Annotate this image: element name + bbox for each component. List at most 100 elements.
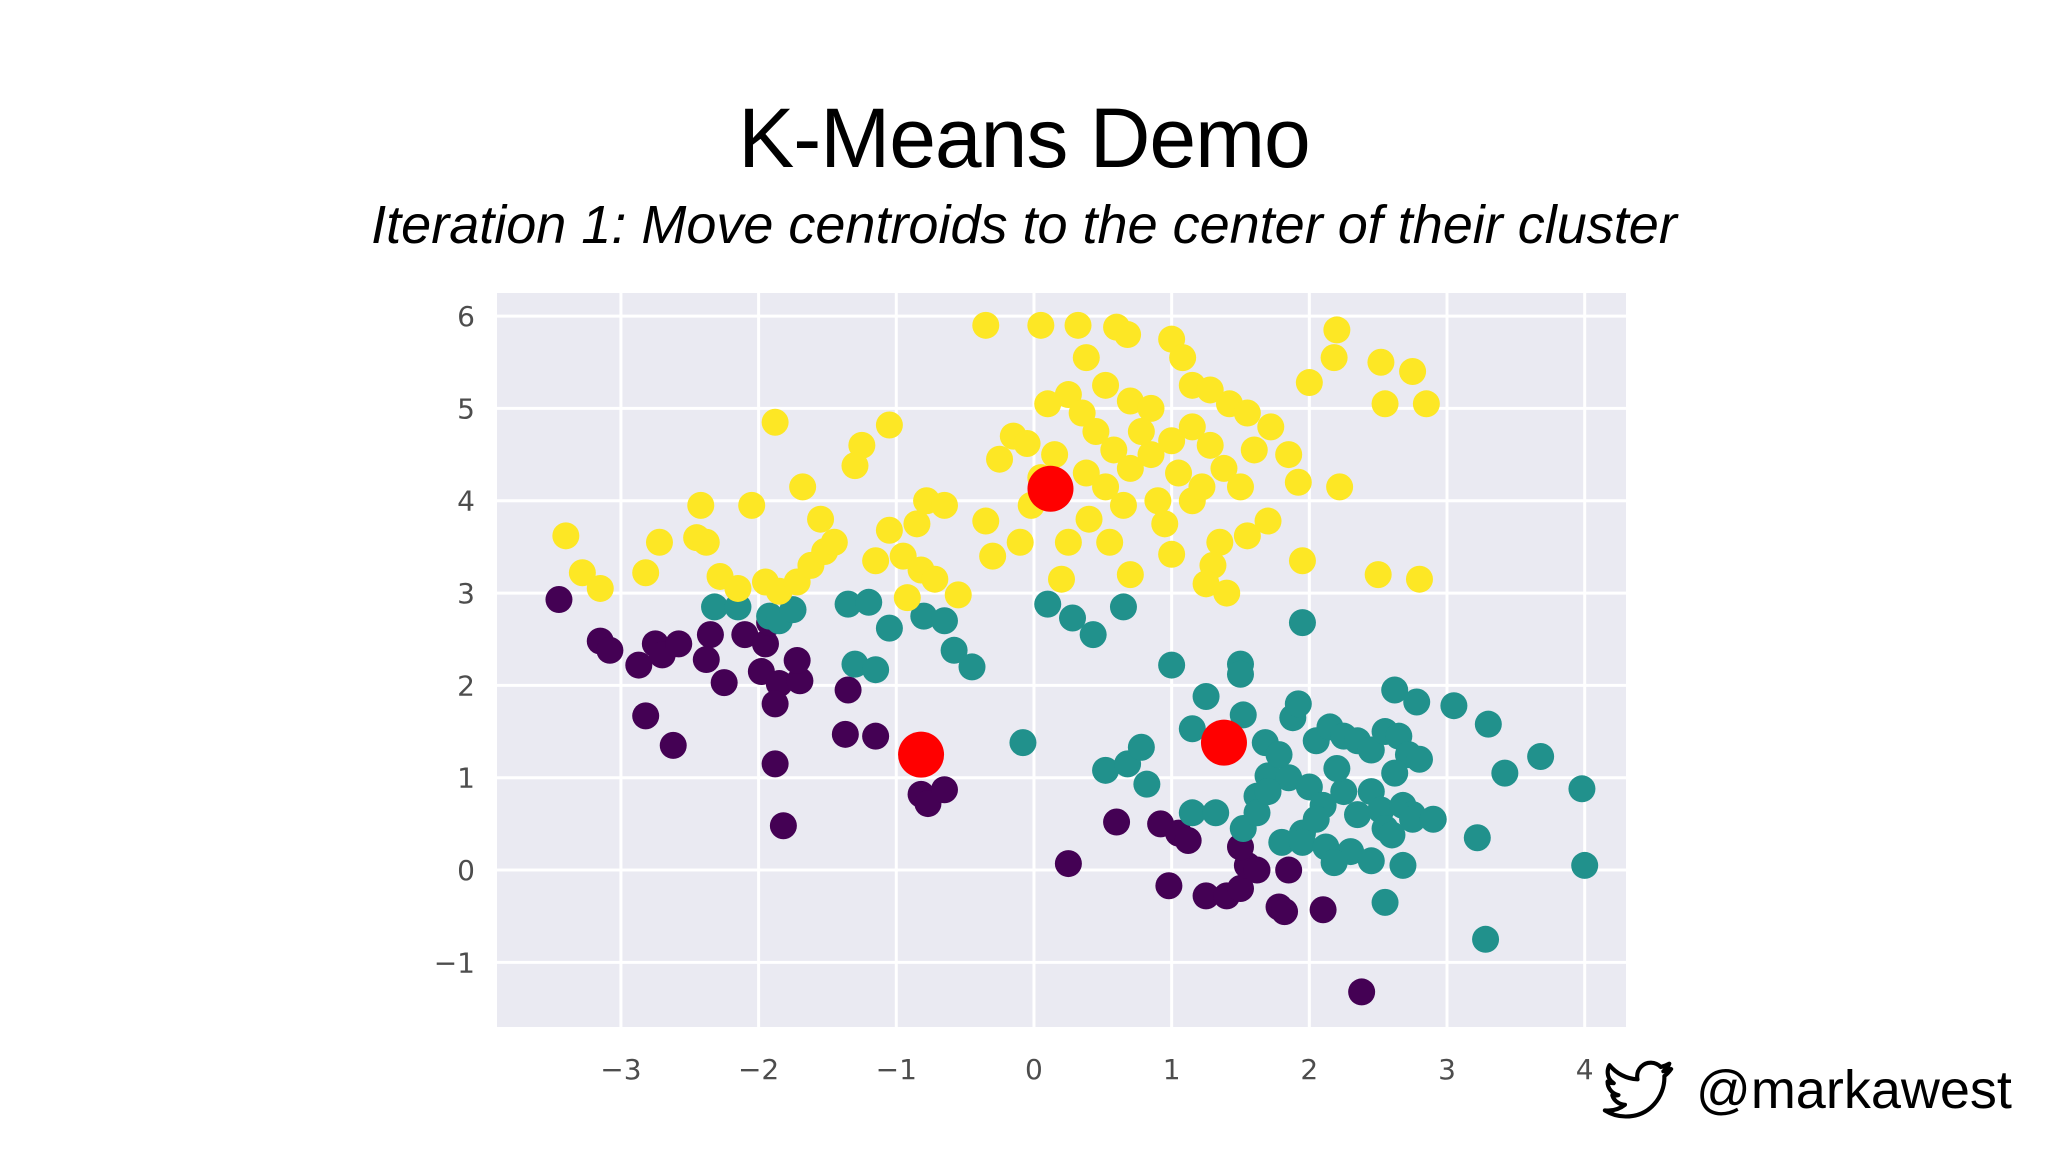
data-point — [1034, 590, 1062, 618]
slide-subtitle: Iteration 1: Move centroids to the cente… — [371, 195, 1677, 255]
data-point — [1371, 888, 1399, 916]
data-point — [1127, 417, 1155, 445]
data-point — [807, 505, 835, 533]
data-point — [862, 547, 890, 575]
data-point — [1378, 821, 1406, 849]
data-point — [820, 528, 848, 556]
data-point — [724, 593, 752, 621]
data-point — [1192, 882, 1220, 910]
data-point — [659, 731, 687, 759]
data-point — [1419, 805, 1447, 833]
data-point — [586, 574, 614, 602]
data-point — [1092, 371, 1120, 399]
data-point — [1381, 759, 1409, 787]
data-point — [1144, 487, 1172, 515]
data-point — [545, 586, 573, 614]
data-point — [632, 702, 660, 730]
data-point — [751, 630, 779, 658]
data-point — [1041, 441, 1069, 469]
data-point — [1288, 547, 1316, 575]
data-point — [1202, 799, 1230, 827]
data-point — [940, 636, 968, 664]
data-point — [1109, 593, 1137, 621]
data-point — [1284, 468, 1312, 496]
data-point — [1288, 609, 1316, 637]
data-point — [701, 593, 729, 621]
x-tick-label: 3 — [1438, 1053, 1456, 1086]
data-point — [1527, 742, 1555, 770]
data-point — [552, 522, 580, 550]
data-point — [1440, 692, 1468, 720]
data-point — [1399, 357, 1427, 385]
data-point — [921, 565, 949, 593]
x-tick-label: 0 — [1025, 1053, 1043, 1086]
data-point — [632, 559, 660, 587]
data-point — [1229, 701, 1257, 729]
slide-title: K-Means Demo — [738, 91, 1311, 185]
data-point — [1114, 321, 1142, 349]
y-tick-label: −1 — [434, 946, 475, 979]
data-point — [1116, 561, 1144, 589]
data-point — [765, 670, 793, 698]
data-point — [1116, 454, 1144, 482]
data-point — [1243, 799, 1271, 827]
data-point — [1103, 808, 1131, 836]
data-point — [1405, 745, 1433, 773]
y-tick-label: 1 — [457, 762, 475, 795]
x-tick-label: 4 — [1576, 1053, 1594, 1086]
data-point — [841, 650, 869, 678]
data-point — [875, 614, 903, 642]
data-point — [731, 621, 759, 649]
data-point — [1054, 528, 1082, 556]
data-point — [645, 528, 673, 556]
data-point — [1165, 459, 1193, 487]
data-point — [848, 431, 876, 459]
data-point — [1257, 413, 1285, 441]
data-point — [1151, 510, 1179, 538]
data-point — [1275, 441, 1303, 469]
data-point — [1137, 441, 1165, 469]
x-tick-label: 1 — [1163, 1053, 1181, 1086]
data-point — [1330, 778, 1358, 806]
data-point — [1320, 344, 1348, 372]
data-point — [786, 667, 814, 695]
data-point — [1364, 561, 1392, 589]
data-point — [1092, 473, 1120, 501]
data-point — [1226, 875, 1254, 903]
data-point — [1240, 436, 1268, 464]
data-point — [1405, 565, 1433, 593]
data-point — [1254, 778, 1282, 806]
data-point — [1275, 764, 1303, 792]
data-point — [875, 516, 903, 544]
data-point — [958, 653, 986, 681]
data-point — [972, 507, 1000, 535]
data-point — [986, 445, 1014, 473]
data-point — [1013, 429, 1041, 457]
data-point — [1381, 676, 1409, 704]
data-point — [1233, 399, 1261, 427]
data-point — [1344, 801, 1372, 829]
data-point — [1133, 770, 1161, 798]
data-point — [1295, 773, 1323, 801]
data-point — [1472, 925, 1500, 953]
y-tick-label: 0 — [457, 854, 475, 887]
data-point — [1284, 690, 1312, 718]
data-point — [761, 408, 789, 436]
data-point — [1226, 660, 1254, 688]
data-point — [1109, 491, 1137, 519]
data-point — [1357, 847, 1385, 875]
data-point — [1275, 856, 1303, 884]
data-point — [1158, 540, 1186, 568]
data-point — [1357, 736, 1385, 764]
data-point — [1075, 505, 1103, 533]
y-tick-label: 3 — [457, 577, 475, 610]
data-point — [1054, 850, 1082, 878]
centroid-marker — [1200, 719, 1247, 766]
data-point — [1178, 715, 1206, 743]
data-point — [1009, 729, 1037, 757]
data-point — [769, 812, 797, 840]
data-point — [1178, 799, 1206, 827]
data-point — [687, 491, 715, 519]
data-point — [1206, 528, 1234, 556]
